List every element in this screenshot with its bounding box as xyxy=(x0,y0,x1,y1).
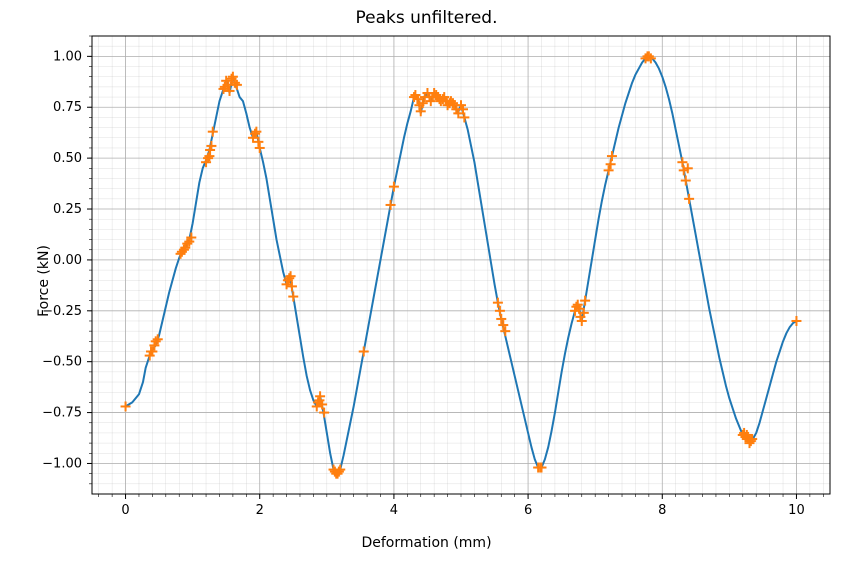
y-tick-label: 1.00 xyxy=(53,49,82,64)
y-axis-label: Force (kN) xyxy=(36,245,52,317)
y-tick-label: 0.50 xyxy=(53,151,82,166)
x-tick-label: 6 xyxy=(524,503,532,518)
y-tick-label: 0.25 xyxy=(53,202,82,217)
y-tick-label: 0.75 xyxy=(53,100,82,115)
y-tick-label: −0.75 xyxy=(42,406,82,421)
x-tick-label: 4 xyxy=(390,503,398,518)
x-tick-label: 8 xyxy=(658,503,666,518)
chart-title: Peaks unfiltered. xyxy=(0,8,853,28)
y-tick-label: −1.00 xyxy=(42,456,82,471)
x-ticks: 0 2 4 6 8 10 xyxy=(99,494,824,518)
y-tick-label: 0.00 xyxy=(53,253,82,268)
chart-container: Peaks unfiltered. Force (kN) Deformation… xyxy=(0,0,853,561)
y-tick-label: −0.50 xyxy=(42,355,82,370)
chart-plot: 0246810−1.00−0.75−0.50−0.250.000.250.500… xyxy=(0,0,853,561)
x-tick-label: 2 xyxy=(256,503,264,518)
x-tick-label: 0 xyxy=(121,503,129,518)
x-tick-label: 10 xyxy=(788,503,805,518)
x-axis-label: Deformation (mm) xyxy=(0,535,853,551)
